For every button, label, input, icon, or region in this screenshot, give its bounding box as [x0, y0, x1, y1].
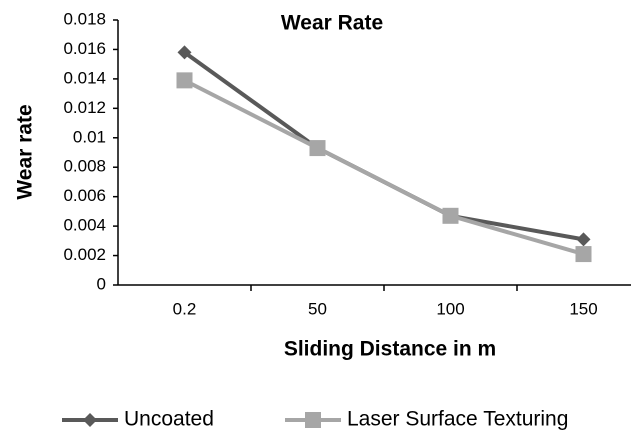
page: {"chart_data": {"type": "line", "title":…: [0, 0, 631, 435]
y-tick-label: 0.004: [63, 216, 106, 235]
x-tick-label: 0.2: [173, 299, 197, 318]
marker: [577, 232, 591, 246]
legend-label: Uncoated: [124, 408, 214, 431]
x-tick-label: 50: [308, 299, 327, 318]
series-line: [185, 52, 584, 239]
chart-title: Wear Rate: [281, 12, 383, 35]
x-axis-title: Sliding Distance in m: [284, 338, 496, 361]
y-tick-label: 0.01: [73, 127, 106, 146]
y-tick-label: 0.014: [63, 68, 106, 87]
y-tick-label: 0.006: [63, 186, 106, 205]
marker: [177, 72, 193, 88]
legend-marker: [83, 413, 97, 427]
legend-label: Laser Surface Texturing: [347, 408, 568, 431]
chart: Wear Rate Sliding Distance in m Wear rat…: [0, 0, 631, 435]
x-tick-label: 100: [436, 299, 464, 318]
y-tick-label: 0.012: [63, 98, 106, 117]
marker: [310, 140, 326, 156]
legend-marker: [305, 412, 321, 428]
y-axis-title: Wear rate: [14, 104, 37, 199]
marker: [576, 246, 592, 262]
y-tick-label: 0.002: [63, 245, 106, 264]
y-tick-label: 0: [97, 274, 106, 293]
marker: [443, 208, 459, 224]
x-tick-label: 150: [569, 299, 597, 318]
y-tick-label: 0.016: [63, 39, 106, 58]
y-tick-label: 0.008: [63, 157, 106, 176]
y-tick-label: 0.018: [63, 9, 106, 28]
